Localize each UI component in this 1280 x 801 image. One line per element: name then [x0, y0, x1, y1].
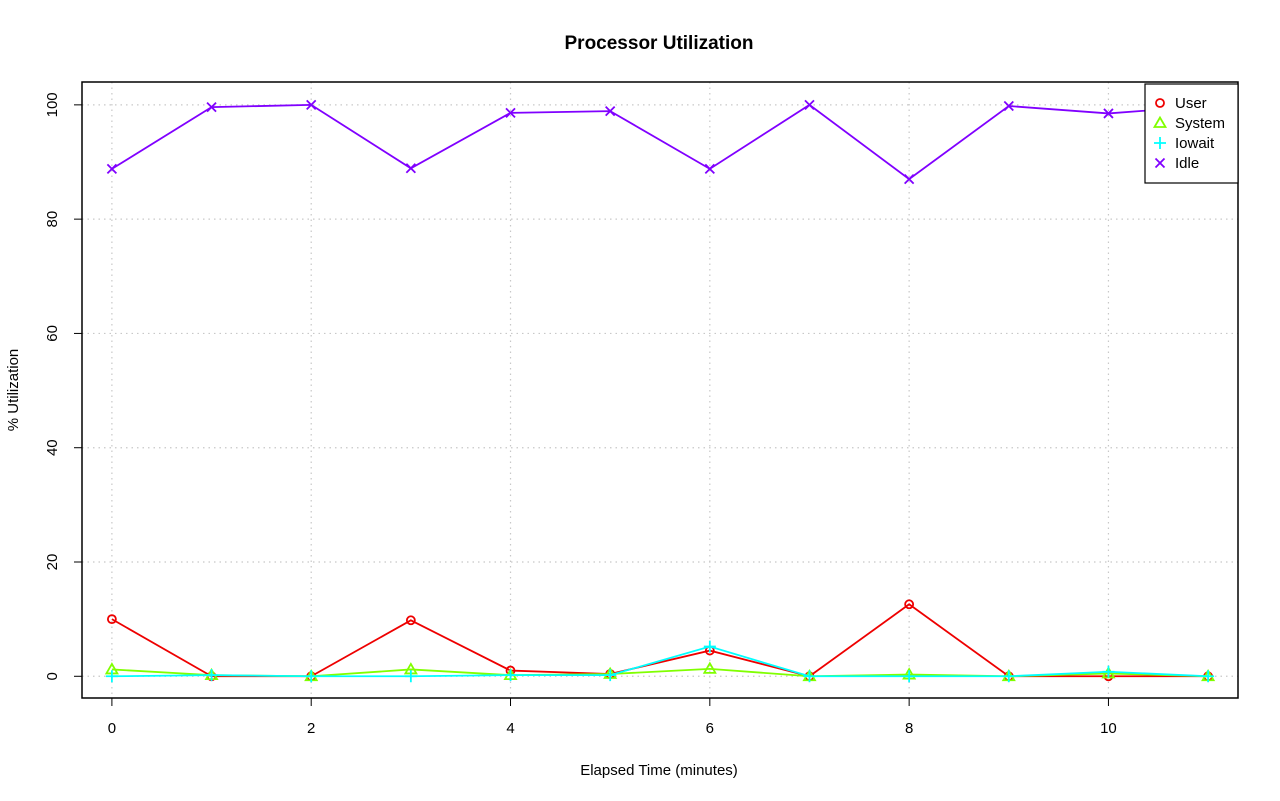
point-idle [405, 163, 416, 174]
chart-title: Processor Utilization [565, 33, 754, 54]
point-user [904, 599, 915, 610]
legend-label-iowait: Iowait [1175, 135, 1215, 152]
x-axis-label: Elapsed Time (minutes) [580, 762, 738, 779]
y-tick-label: 20 [44, 554, 61, 571]
x-tick-label: 10 [1100, 720, 1117, 737]
legend-box [1144, 83, 1239, 184]
y-tick-label: 60 [44, 325, 61, 342]
point-iowait [1202, 670, 1215, 683]
legend: User System Iowait Idle [1144, 83, 1239, 184]
x-tick-label: 4 [506, 720, 514, 737]
x-tick-label: 8 [905, 720, 913, 737]
y-tick-label: 100 [44, 92, 61, 117]
plot-frame [81, 81, 1239, 699]
legend-marker-iowait [1154, 137, 1166, 149]
x-axis: 0 2 4 6 8 10 [108, 697, 1117, 737]
legend-label-user: User [1175, 95, 1207, 112]
y-tick-label: 0 [44, 672, 61, 680]
point-iowait [803, 670, 816, 683]
point-user [106, 614, 117, 625]
point-idle [306, 99, 317, 110]
point-idle [1103, 108, 1114, 119]
legend-label-system: System [1175, 115, 1225, 132]
point-idle [605, 106, 616, 117]
series-line-idle [111, 103, 1209, 181]
point-iowait [604, 669, 617, 682]
point-iowait [504, 669, 517, 682]
legend-marker-user [1155, 98, 1165, 108]
y-tick-label: 40 [44, 439, 61, 456]
series-iowait [105, 640, 1215, 683]
x-tick-label: 6 [706, 720, 714, 737]
series-user [106, 599, 1214, 682]
point-idle [206, 102, 217, 113]
point-user [405, 615, 416, 626]
legend-marker-idle [1154, 157, 1166, 169]
point-idle [804, 99, 815, 110]
series-layer [104, 99, 1216, 683]
y-axis: 0 20 40 60 80 100 [44, 92, 83, 680]
x-tick-label: 0 [108, 720, 116, 737]
y-tick-label: 80 [44, 211, 61, 228]
legend-marker-system [1152, 115, 1168, 128]
point-iowait [305, 670, 318, 683]
point-idle [505, 107, 516, 118]
series-line-user [111, 603, 1209, 678]
series-idle [106, 99, 1214, 185]
point-idle [1003, 100, 1014, 112]
point-idle [704, 163, 715, 174]
point-iowait [205, 669, 218, 682]
series-line-iowait [111, 645, 1209, 678]
point-idle [106, 163, 118, 174]
legend-label-idle: Idle [1175, 155, 1199, 172]
point-iowait [703, 640, 716, 653]
y-axis-label: % Utilization [5, 349, 22, 432]
point-iowait [1002, 670, 1015, 683]
x-tick-label: 2 [307, 720, 315, 737]
point-system [702, 661, 717, 674]
series-system [104, 661, 1216, 682]
point-iowait [903, 670, 916, 683]
point-iowait [105, 670, 118, 683]
point-iowait [1102, 665, 1115, 678]
grid [82, 82, 1238, 698]
point-iowait [404, 670, 417, 683]
point-idle [904, 174, 915, 185]
